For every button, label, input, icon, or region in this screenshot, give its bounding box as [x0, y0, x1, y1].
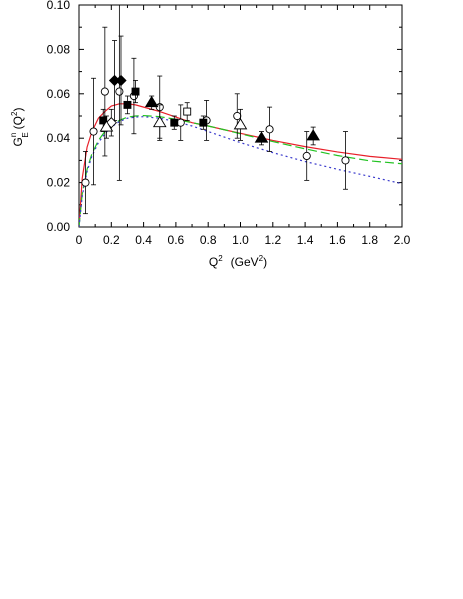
- y-tick-label: 0.02: [47, 176, 71, 190]
- marker-square: [183, 107, 192, 116]
- marker-triangle: [144, 95, 159, 108]
- marker-triangle: [152, 115, 167, 128]
- data-point-triangle-open: [99, 115, 114, 139]
- data-point-triangle-filled: [306, 126, 320, 146]
- marker-triangle: [306, 129, 320, 141]
- y-tick-label: 0.10: [47, 0, 71, 12]
- data-point-circle-open: [341, 131, 350, 190]
- y-axis-label-close: ): [11, 108, 25, 112]
- y-axis-label-sup: n: [9, 133, 18, 137]
- data-point-circle-open: [81, 151, 90, 215]
- data-point-square-filled: [123, 95, 132, 115]
- marker-circle: [81, 178, 90, 187]
- y-tick-label: 0.08: [47, 42, 71, 56]
- data-point-triangle-open: [233, 108, 248, 141]
- x-tick-label: 0.2: [103, 233, 120, 247]
- data-point-circle-open: [129, 57, 138, 135]
- x-axis-label-units: (GeV: [231, 255, 259, 269]
- data-point-diamond-filled: [108, 40, 121, 121]
- y-tick-label: 0.04: [47, 131, 71, 145]
- marker-circle: [302, 151, 311, 161]
- data-point-circle-open: [89, 77, 98, 186]
- x-tick-label: 0.4: [135, 233, 152, 247]
- x-axis-label: Q2 (GeV2): [209, 254, 267, 269]
- data-point-triangle-filled: [144, 95, 159, 110]
- marker-square: [123, 100, 132, 109]
- marker-triangle: [254, 131, 269, 143]
- plot-area: 0 0.2 0.4 0.6 0.8 1.0 1.2 1.4 1.6 1.8 2.0 0.00 0.02 0…: [47, 0, 411, 247]
- data-point-circle-open: [115, 5, 124, 181]
- x-axis-label-main: Q: [209, 255, 218, 269]
- marker-circle: [100, 87, 109, 96]
- marker-diamond: [115, 74, 127, 87]
- x-axis-label-close: ): [263, 255, 267, 269]
- marker-square: [170, 118, 179, 127]
- x-tick-label: 1.2: [264, 233, 281, 247]
- marker-triangle: [233, 118, 248, 130]
- x-axis-label-sup: 2: [218, 254, 223, 263]
- x-tick-label: 0.8: [200, 233, 217, 247]
- data-point-circle-open: [265, 106, 274, 152]
- x-tick-label: 0: [76, 233, 83, 247]
- x-axis-label-units-sup: 2: [259, 254, 264, 263]
- data-point-circle-open: [100, 26, 109, 157]
- y-tick-label: 0.06: [47, 87, 71, 101]
- y-axis-label: Gn E (Q2): [9, 108, 30, 147]
- marker-circle: [265, 125, 274, 134]
- data-point-square-filled: [131, 80, 140, 104]
- y-axis-label-main: G: [11, 137, 25, 146]
- plot-inner: [79, 5, 402, 227]
- marker-square: [199, 118, 208, 127]
- marker-circle: [341, 156, 350, 165]
- y-axis-label-arg: (Q: [11, 116, 25, 129]
- marker-circle: [89, 127, 98, 136]
- y-axis-label-arg-sup: 2: [10, 111, 19, 116]
- marker-circle: [233, 111, 242, 121]
- data-point-triangle-open: [152, 104, 167, 141]
- x-tick-label: 0.6: [168, 233, 185, 247]
- marker-square: [131, 87, 140, 96]
- marker-circle: [115, 87, 124, 96]
- data-point-square-open: [183, 102, 192, 121]
- data-point-square-filled: [199, 115, 208, 130]
- data-point-square-filled: [99, 108, 108, 132]
- curve-dotted: [79, 116, 402, 227]
- curve-dashed: [79, 114, 402, 227]
- data-point-diamond-filled: [115, 35, 127, 126]
- x-tick-label: 1.4: [297, 233, 314, 247]
- data-point-square-filled: [170, 115, 179, 130]
- data-point-circle-open: [302, 131, 311, 181]
- y-tick-label: 0.00: [47, 220, 71, 234]
- x-tick-label: 1.0: [232, 233, 249, 247]
- data-point-circle-open: [233, 93, 242, 139]
- x-tick-label: 2.0: [394, 233, 411, 247]
- data-point-triangle-filled: [254, 131, 269, 146]
- marker-triangle: [99, 120, 114, 132]
- y-axis-label-sub: E: [21, 132, 30, 137]
- x-tick-label: 1.6: [329, 233, 346, 247]
- x-tick-label: 1.8: [361, 233, 378, 247]
